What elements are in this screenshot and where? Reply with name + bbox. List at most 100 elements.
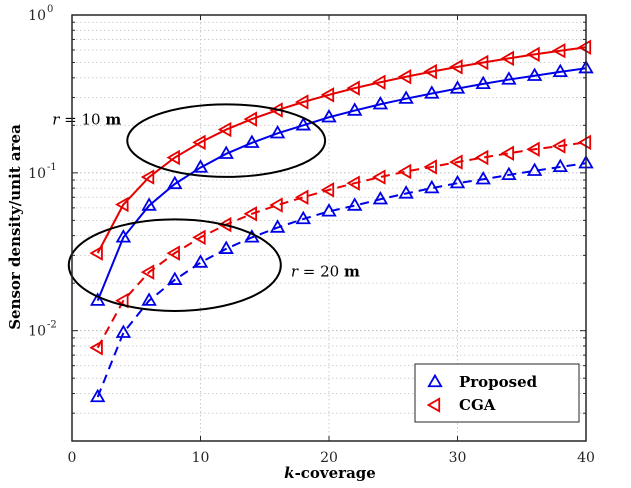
x-axis-label-variable: k xyxy=(284,464,294,482)
series-cga-10m xyxy=(89,39,592,261)
data-point-marker xyxy=(167,175,183,190)
data-point-marker xyxy=(115,292,129,309)
y-tick-label-base: 10 xyxy=(28,8,46,24)
x-tick-label: 0 xyxy=(68,450,77,466)
y-axis-label: Sensor density/unit area xyxy=(6,124,24,330)
data-point-marker xyxy=(218,240,234,254)
legend-label: CGA xyxy=(459,396,496,414)
data-point-marker xyxy=(526,67,543,81)
data-point-marker xyxy=(217,216,232,233)
data-point-marker xyxy=(269,219,286,233)
data-point-marker xyxy=(218,145,234,159)
data-point-marker xyxy=(501,71,517,85)
annotation-value: = 10 xyxy=(59,110,105,128)
annotation-ellipse-r10 xyxy=(126,103,327,178)
data-point-marker xyxy=(89,245,103,261)
y-tick-label-exponent: -1 xyxy=(47,162,57,173)
legend-label: Proposed xyxy=(459,373,538,391)
data-point-marker xyxy=(552,158,569,173)
legend-marker xyxy=(427,373,443,388)
y-tick-label: 10 xyxy=(28,8,46,24)
annotation-value: = 20 xyxy=(298,263,344,281)
data-point-marker xyxy=(269,125,286,139)
data-point-marker xyxy=(423,159,437,175)
data-point-marker xyxy=(320,87,335,103)
data-point-marker xyxy=(89,292,106,306)
data-point-marker xyxy=(449,80,466,94)
data-point-marker xyxy=(398,185,414,199)
data-point-marker xyxy=(372,74,386,90)
data-point-marker xyxy=(89,388,106,403)
annotation-layer: r = 10 mr = 20 m xyxy=(52,103,360,312)
data-point-marker xyxy=(346,102,363,116)
data-point-marker xyxy=(501,166,517,181)
data-point-marker xyxy=(346,175,360,191)
x-tick-label: 40 xyxy=(577,450,595,466)
data-point-marker xyxy=(243,111,258,127)
data-point-marker xyxy=(243,206,258,222)
data-point-marker xyxy=(500,50,515,67)
data-point-marker xyxy=(244,134,260,148)
data-point-marker xyxy=(449,154,463,170)
data-point-marker xyxy=(346,197,363,211)
annotation-ellipse-r20 xyxy=(67,218,282,312)
grid xyxy=(72,15,586,441)
y-tick-label-base: 10 xyxy=(28,324,46,340)
annotation-label-r20: r = 20 m xyxy=(291,263,360,281)
data-point-marker xyxy=(372,169,386,185)
annotation-unit: m xyxy=(344,263,360,281)
data-point-marker xyxy=(475,170,491,185)
data-point-marker xyxy=(140,169,155,185)
data-point-marker xyxy=(526,162,543,176)
data-point-marker xyxy=(192,229,206,246)
data-point-marker xyxy=(372,95,389,110)
data-point-marker xyxy=(89,339,103,356)
x-axis-label: k-coverage xyxy=(284,464,376,482)
data-point-marker xyxy=(398,90,414,104)
data-point-marker xyxy=(475,75,491,90)
legend: Proposed CGA xyxy=(414,363,580,423)
data-point-marker xyxy=(424,85,440,99)
data-point-marker xyxy=(295,210,312,225)
legend-marker xyxy=(426,397,441,413)
data-point-marker xyxy=(424,179,440,194)
data-point-marker xyxy=(167,271,183,285)
annotation-variable: r xyxy=(52,110,60,128)
data-point-marker xyxy=(295,117,312,131)
data-point-marker xyxy=(269,197,283,213)
data-point-marker xyxy=(449,174,466,189)
legend-entry-proposed: Proposed xyxy=(427,373,538,391)
data-point-marker xyxy=(321,203,337,217)
data-point-marker xyxy=(552,63,569,78)
data-point-marker xyxy=(166,149,180,166)
annotation-variable: r xyxy=(291,263,299,281)
data-point-marker xyxy=(321,108,337,123)
data-point-marker xyxy=(474,149,489,166)
legend-entry-cga: CGA xyxy=(426,396,496,414)
y-tick-label-exponent: 0 xyxy=(47,4,53,15)
x-tick-label: 30 xyxy=(449,450,467,466)
data-point-marker xyxy=(140,264,155,280)
data-point-marker xyxy=(166,245,180,261)
data-point-marker xyxy=(320,182,335,198)
legend-box xyxy=(414,363,580,423)
ticks xyxy=(71,14,587,442)
data-point-marker xyxy=(577,134,592,151)
y-tick-label: 10 xyxy=(28,324,46,340)
x-axis-label-text: -coverage xyxy=(295,464,376,482)
data-point-marker xyxy=(294,189,309,206)
data-point-marker xyxy=(115,196,129,213)
data-point-marker xyxy=(397,163,412,180)
data-point-marker xyxy=(526,141,540,158)
y-tick-label-exponent: -2 xyxy=(47,320,57,331)
data-point-marker xyxy=(141,197,157,211)
data-point-marker xyxy=(551,138,566,154)
data-point-marker xyxy=(474,54,489,71)
data-point-marker xyxy=(141,292,157,306)
y-tick-label-base: 10 xyxy=(28,166,46,182)
data-point-marker xyxy=(192,254,209,268)
data-point-marker xyxy=(551,42,566,59)
y-tick-label: 10 xyxy=(28,166,46,182)
series-cga-20m xyxy=(89,134,592,356)
